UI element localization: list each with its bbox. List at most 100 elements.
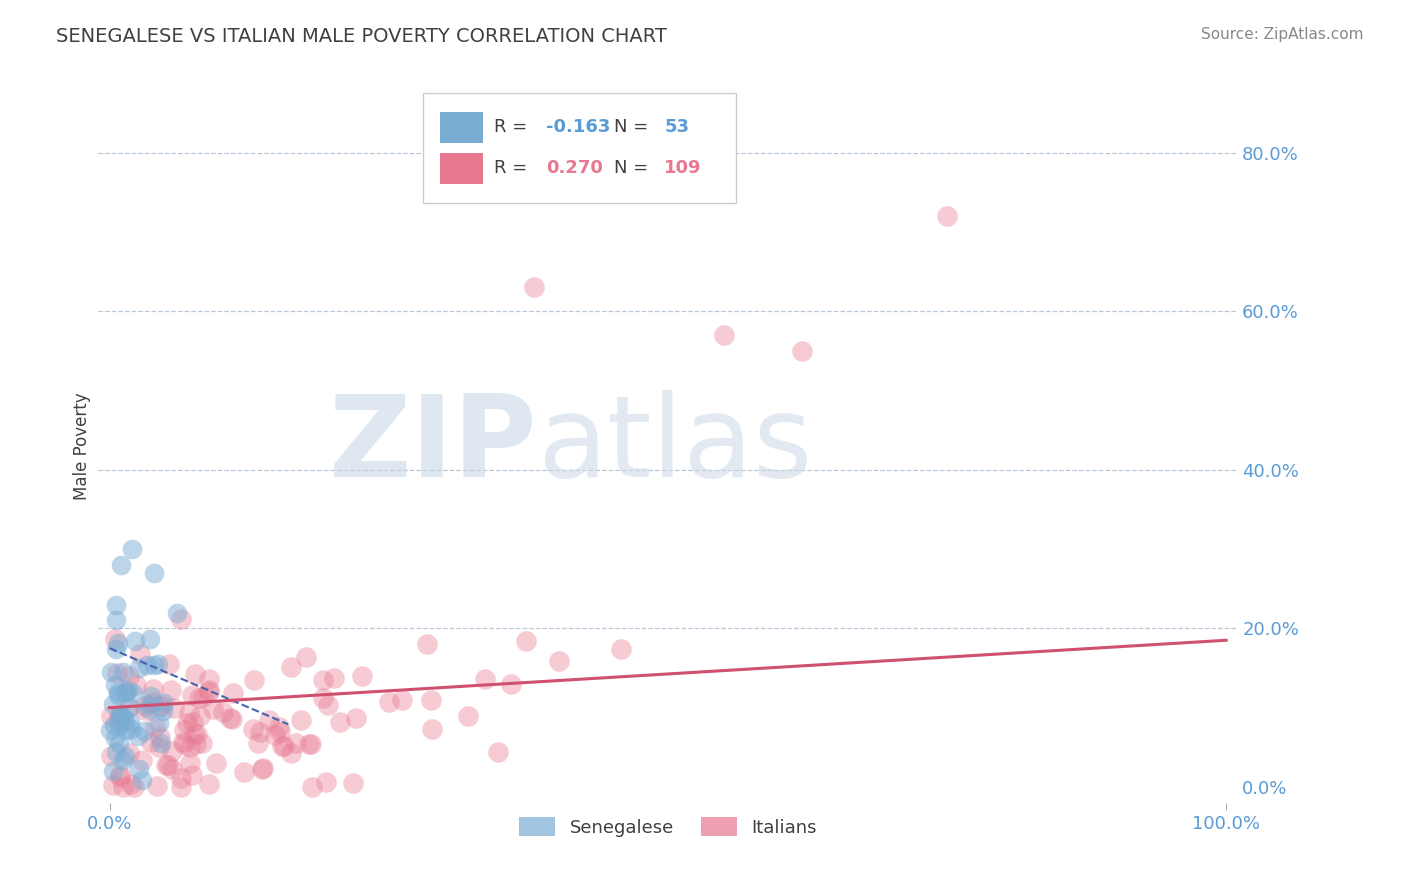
Point xyxy=(170,771,193,785)
Point xyxy=(108,710,131,724)
Point xyxy=(299,737,322,751)
Point xyxy=(143,720,166,734)
Point xyxy=(486,745,509,759)
Point xyxy=(419,693,441,707)
Point xyxy=(149,730,172,744)
Point xyxy=(111,780,134,794)
Point xyxy=(160,762,183,776)
Point xyxy=(100,665,122,679)
Point xyxy=(301,780,323,794)
Point xyxy=(124,633,146,648)
Point xyxy=(101,764,124,779)
Point xyxy=(342,775,364,789)
Point xyxy=(134,699,156,714)
Text: N =: N = xyxy=(614,159,648,177)
Point xyxy=(121,686,143,700)
Point xyxy=(111,753,134,767)
Point xyxy=(790,343,813,358)
Point xyxy=(134,703,156,717)
Point xyxy=(110,707,132,722)
Point xyxy=(181,714,204,729)
Point xyxy=(104,745,127,759)
Text: R =: R = xyxy=(494,159,527,177)
Point xyxy=(257,713,280,727)
Point xyxy=(242,673,264,687)
Point xyxy=(198,685,221,699)
Point xyxy=(183,725,205,739)
Point xyxy=(474,673,496,687)
Point xyxy=(219,710,242,724)
Point xyxy=(120,714,142,729)
Point xyxy=(187,691,209,706)
Point xyxy=(186,727,208,741)
Point xyxy=(179,739,201,754)
Point xyxy=(294,649,316,664)
Point xyxy=(547,654,569,668)
Point xyxy=(191,736,214,750)
Point xyxy=(104,731,127,746)
Point xyxy=(250,762,273,776)
Point xyxy=(315,775,337,789)
Point xyxy=(114,685,136,699)
Point xyxy=(156,758,179,772)
Point xyxy=(105,665,128,680)
Point xyxy=(172,735,194,749)
Point xyxy=(146,657,169,671)
Point xyxy=(142,681,165,696)
Text: atlas: atlas xyxy=(537,391,813,501)
Point xyxy=(391,693,413,707)
Point xyxy=(120,777,142,791)
Point xyxy=(205,756,228,770)
Point xyxy=(150,698,173,713)
Point xyxy=(101,697,124,711)
Point xyxy=(246,736,269,750)
Point xyxy=(184,737,207,751)
Point xyxy=(170,612,193,626)
Point xyxy=(173,737,195,751)
Point xyxy=(242,722,264,736)
Point xyxy=(166,606,188,620)
Point xyxy=(290,714,312,728)
Text: SENEGALESE VS ITALIAN MALE POVERTY CORRELATION CHART: SENEGALESE VS ITALIAN MALE POVERTY CORRE… xyxy=(56,27,666,45)
Point xyxy=(284,735,307,749)
Point xyxy=(107,736,129,750)
Point xyxy=(160,744,183,758)
Point xyxy=(142,658,165,673)
Point xyxy=(131,772,153,787)
Point xyxy=(131,753,153,767)
Point xyxy=(457,709,479,723)
Point xyxy=(312,673,335,687)
Point xyxy=(105,641,128,656)
Point xyxy=(501,677,523,691)
Point xyxy=(103,718,125,732)
Point xyxy=(936,209,959,223)
Point xyxy=(212,705,235,719)
Legend: Senegalese, Italians: Senegalese, Italians xyxy=(512,810,824,844)
Point xyxy=(249,724,271,739)
Point xyxy=(159,683,181,698)
FancyBboxPatch shape xyxy=(423,93,737,203)
Point xyxy=(155,758,177,772)
Point xyxy=(114,748,136,763)
Point xyxy=(138,702,160,716)
Point xyxy=(117,701,139,715)
Point xyxy=(148,698,170,713)
Point xyxy=(233,764,256,779)
Point xyxy=(173,723,195,738)
Text: -0.163: -0.163 xyxy=(546,118,610,136)
Text: 109: 109 xyxy=(665,159,702,177)
Point xyxy=(105,614,128,628)
Text: Source: ZipAtlas.com: Source: ZipAtlas.com xyxy=(1201,27,1364,42)
Point xyxy=(110,767,132,781)
Point xyxy=(146,779,169,793)
Text: R =: R = xyxy=(494,118,527,136)
Point xyxy=(118,700,141,714)
Point xyxy=(191,690,214,705)
Point xyxy=(121,542,143,557)
Point xyxy=(197,672,219,686)
Point xyxy=(150,736,173,750)
Point xyxy=(142,695,165,709)
Point xyxy=(221,686,243,700)
Point xyxy=(713,328,735,343)
Point xyxy=(148,715,170,730)
